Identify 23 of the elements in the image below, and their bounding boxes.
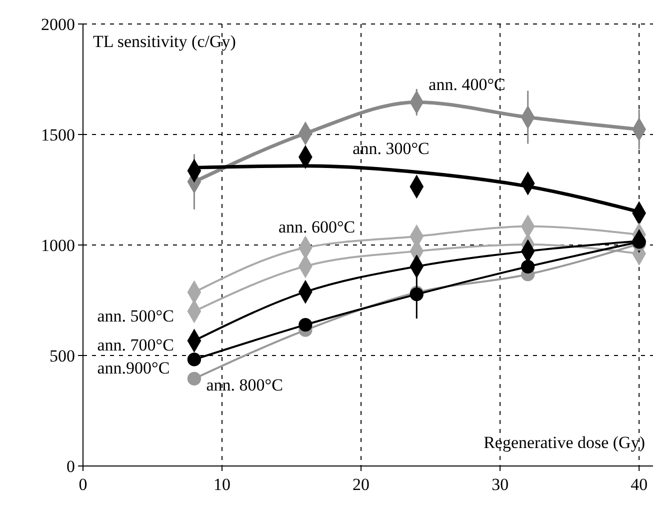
series-label: ann. 500°C (97, 306, 174, 326)
y-axis-title: TL sensitivity (c/Gy) (93, 32, 236, 51)
series-label: ann. 600°C (278, 218, 356, 237)
y-tick-label: 1500 (41, 126, 75, 144)
y-tick-label: 500 (50, 346, 75, 366)
series-label: ann. 300°C (352, 139, 430, 158)
y-tick-label: 1000 (41, 236, 75, 255)
series-label: ann. 800°C (206, 376, 283, 395)
x-tick-label: 20 (352, 475, 370, 494)
x-axis-title: Regenerative dose (Gy) (484, 433, 645, 452)
point (187, 372, 202, 386)
point (187, 352, 202, 366)
y-tick-label: 2000 (41, 15, 75, 34)
series-label: ann. 400°C (428, 75, 506, 94)
series-label: ann. 700°C (97, 336, 174, 355)
x-tick-label: 40 (630, 475, 648, 494)
point (298, 318, 312, 332)
x-tick-label: 0 (78, 475, 88, 494)
y-tick-label: 0 (66, 457, 75, 476)
x-tick-label: 30 (492, 475, 509, 494)
point (521, 260, 535, 274)
series-label: ann.900°C (97, 358, 170, 378)
x-tick-label: 10 (214, 475, 231, 494)
